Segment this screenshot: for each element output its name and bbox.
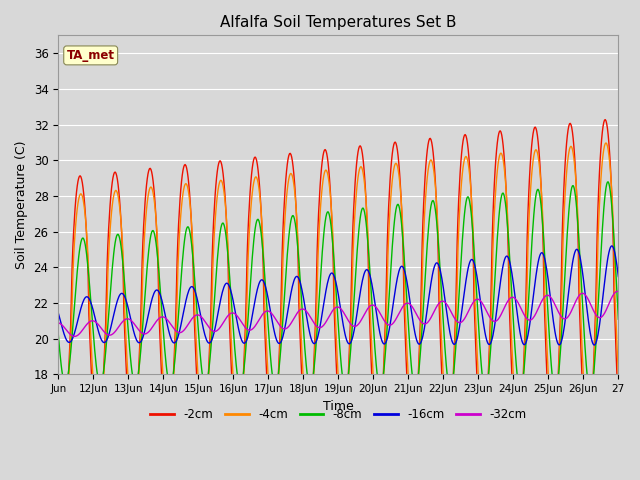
-4cm [131, 421, 139, 427]
-32cm [614, 288, 621, 294]
-8cm [527, 256, 534, 262]
-4cm [178, 204, 186, 209]
Line: -16cm: -16cm [58, 246, 618, 345]
Title: Alfalfa Soil Temperatures Set B: Alfalfa Soil Temperatures Set B [220, 15, 456, 30]
-2cm [527, 153, 534, 158]
-2cm [178, 179, 186, 184]
-2cm [54, 407, 62, 412]
-8cm [587, 388, 595, 394]
-8cm [614, 316, 622, 322]
-8cm [510, 331, 518, 337]
-4cm [527, 182, 534, 188]
X-axis label: Time: Time [323, 400, 354, 413]
-4cm [63, 400, 71, 406]
Line: -8cm: -8cm [58, 182, 618, 391]
Text: TA_met: TA_met [67, 49, 115, 62]
-2cm [63, 401, 71, 407]
Y-axis label: Soil Temperature (C): Soil Temperature (C) [15, 141, 28, 269]
-16cm [131, 333, 139, 338]
-4cm [457, 188, 465, 194]
-32cm [528, 317, 536, 323]
-32cm [614, 288, 622, 294]
-2cm [510, 420, 518, 425]
-2cm [584, 451, 591, 457]
-8cm [54, 331, 62, 337]
-16cm [510, 286, 518, 292]
-4cm [510, 388, 518, 394]
-32cm [70, 334, 78, 339]
-8cm [178, 269, 186, 275]
-4cm [584, 428, 592, 433]
-2cm [131, 432, 139, 438]
-32cm [132, 323, 140, 329]
-2cm [614, 406, 622, 412]
-4cm [602, 140, 610, 146]
-4cm [54, 381, 62, 386]
-16cm [54, 310, 62, 316]
-32cm [511, 295, 518, 301]
-16cm [614, 274, 622, 279]
-32cm [179, 329, 186, 335]
-16cm [591, 342, 598, 348]
-32cm [458, 319, 465, 325]
Line: -2cm: -2cm [58, 120, 618, 454]
Legend: -2cm, -4cm, -8cm, -16cm, -32cm: -2cm, -4cm, -8cm, -16cm, -32cm [146, 404, 531, 426]
-16cm [63, 338, 71, 344]
-8cm [131, 382, 139, 387]
Line: -4cm: -4cm [58, 143, 618, 431]
-32cm [54, 320, 62, 326]
-4cm [614, 373, 622, 379]
-8cm [604, 179, 612, 185]
-8cm [457, 261, 465, 266]
-8cm [63, 377, 71, 383]
-16cm [178, 319, 186, 325]
-32cm [63, 328, 71, 334]
-16cm [457, 315, 465, 321]
-16cm [608, 243, 616, 249]
-2cm [457, 159, 465, 165]
-16cm [527, 313, 534, 319]
-2cm [602, 117, 609, 122]
Line: -32cm: -32cm [58, 291, 618, 336]
